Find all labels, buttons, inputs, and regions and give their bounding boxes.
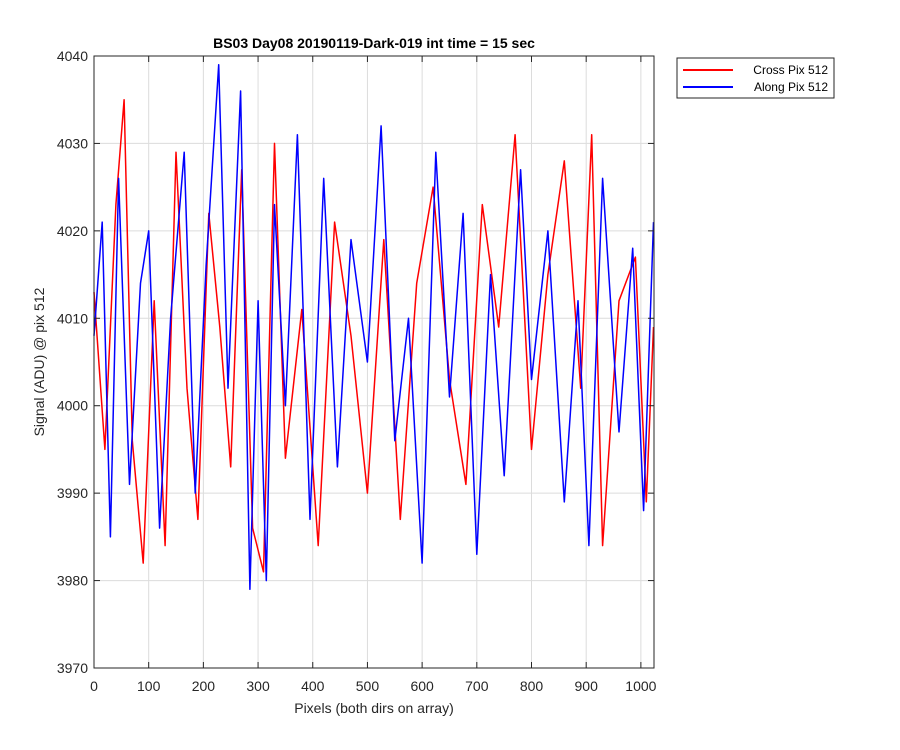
x-tick-label: 100 [137, 678, 161, 694]
y-tick-label: 4010 [57, 310, 88, 326]
y-tick-label: 3980 [57, 573, 88, 589]
chart-title: BS03 Day08 20190119-Dark-019 int time = … [213, 35, 535, 51]
x-tick-label: 1000 [625, 678, 656, 694]
x-tick-label: 400 [301, 678, 325, 694]
series-line-cross-pix-512 [93, 98, 655, 573]
series-lines [93, 63, 655, 591]
y-tick-label: 4030 [57, 135, 88, 151]
x-axis: 0 100 200 300 400 500 600 700 800 900 1000 [90, 56, 657, 694]
y-tick-label: 3970 [57, 660, 88, 676]
x-tick-label: 800 [520, 678, 544, 694]
y-tick-label: 4000 [57, 398, 88, 414]
x-tick-label: 600 [410, 678, 434, 694]
series-line-along-pix-512 [93, 63, 655, 591]
y-tick-label: 4040 [57, 48, 88, 64]
x-tick-label: 700 [465, 678, 489, 694]
x-tick-label: 900 [575, 678, 599, 694]
plot-frame [93, 55, 655, 669]
x-tick-label: 200 [192, 678, 216, 694]
x-tick-label: 500 [356, 678, 380, 694]
legend-label-cross: Cross Pix 512 [753, 63, 828, 77]
plot-area [94, 56, 654, 668]
legend: Cross Pix 512 Along Pix 512 [676, 57, 835, 99]
legend-box [676, 57, 835, 99]
y-tick-label: 3990 [57, 485, 88, 501]
x-tick-label: 300 [246, 678, 270, 694]
x-tick-label: 0 [90, 678, 98, 694]
y-tick-label: 4020 [57, 223, 88, 239]
y-axis: 3970 3980 3990 4000 4010 4020 4030 4040 [57, 48, 654, 676]
x-axis-label: Pixels (both dirs on array) [294, 700, 454, 716]
legend-label-along: Along Pix 512 [754, 80, 828, 94]
y-axis-label: Signal (ADU) @ pix 512 [31, 287, 47, 436]
